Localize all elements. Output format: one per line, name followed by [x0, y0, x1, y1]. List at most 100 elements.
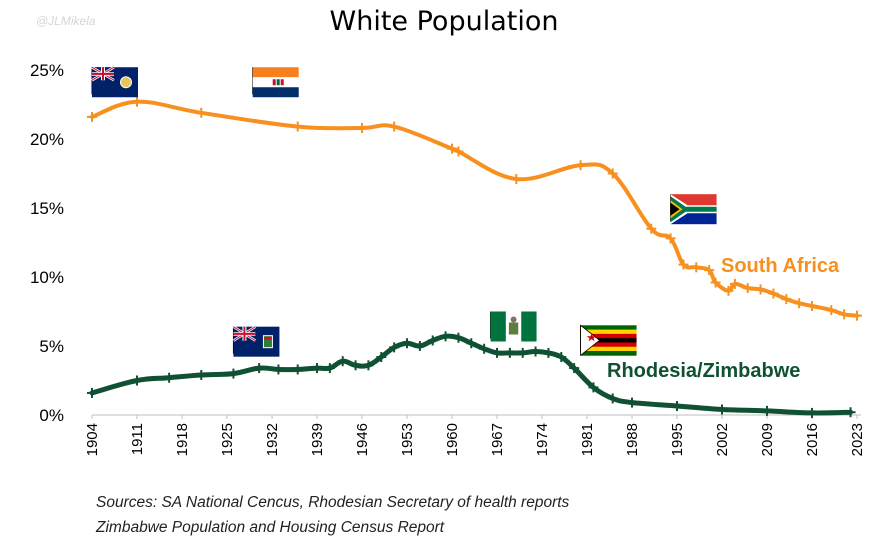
y-tick-label: 5% — [39, 337, 64, 356]
data-point — [132, 96, 142, 107]
x-tick-label: 1911 — [129, 423, 146, 455]
y-tick-label: 20% — [30, 130, 64, 149]
y-tick-label: 15% — [30, 199, 64, 218]
x-tick-label: 1967 — [489, 423, 506, 456]
source-line-2: Zimbabwe Population and Housing Census R… — [96, 519, 445, 536]
source-line-1: Sources: SA National Cencus, Rhodesian S… — [96, 494, 570, 511]
x-tick-label: 1932 — [264, 423, 281, 456]
data-point — [363, 360, 374, 371]
data-point — [678, 259, 689, 270]
data-point — [807, 300, 817, 311]
data-point — [556, 352, 567, 363]
data-point — [447, 143, 457, 154]
data-point — [826, 305, 837, 316]
data-point — [807, 407, 817, 418]
y-tick-label: 10% — [30, 268, 64, 287]
x-tick-label: 1925 — [219, 423, 236, 456]
x-tick-label: 1988 — [624, 423, 641, 456]
data-point — [466, 338, 477, 349]
data-point — [794, 298, 805, 309]
data-point — [530, 346, 541, 357]
data-point — [665, 233, 676, 244]
x-tick-label: 1946 — [354, 423, 371, 456]
data-point — [852, 310, 862, 321]
data-point — [196, 107, 207, 118]
data-point — [196, 369, 207, 380]
data-point — [453, 146, 464, 157]
data-point — [492, 347, 502, 358]
x-tick-label: 1939 — [309, 423, 326, 456]
data-point — [479, 343, 490, 354]
zimbabwe-flag — [580, 324, 637, 357]
x-tick-label: 1960 — [444, 423, 461, 456]
data-point — [504, 347, 515, 358]
y-tick-label: 25% — [30, 61, 64, 80]
data-point — [453, 332, 464, 343]
data-point — [845, 407, 856, 418]
flags-layer — [91, 66, 717, 357]
data-point — [717, 404, 727, 415]
data-point — [337, 356, 348, 367]
data-point — [414, 341, 425, 351]
x-tick-label: 1904 — [84, 423, 101, 456]
data-point — [762, 405, 772, 416]
data-point — [376, 352, 387, 363]
data-point — [357, 122, 367, 133]
data-point — [87, 387, 97, 398]
x-tick-label: 1918 — [174, 423, 191, 456]
data-point — [228, 368, 239, 379]
data-point — [427, 335, 438, 346]
series-layer — [87, 96, 862, 418]
rhodesia-flag — [490, 311, 537, 342]
data-point — [324, 363, 335, 374]
data-point — [389, 342, 400, 353]
data-point — [710, 277, 721, 288]
data-point — [273, 364, 284, 375]
data-point — [781, 294, 792, 305]
data-point — [627, 397, 637, 408]
x-tick-label: 2023 — [849, 423, 866, 456]
x-tick-label: 2009 — [759, 423, 776, 456]
series-south-africa — [87, 96, 862, 321]
series-label-south-africa: South Africa — [721, 255, 840, 277]
watermark: @JLMikela — [36, 14, 96, 28]
data-point — [755, 284, 766, 295]
series-line-south-africa — [90, 99, 859, 318]
data-point — [517, 347, 528, 358]
data-point — [543, 347, 554, 358]
data-point — [389, 121, 400, 132]
southern-rhodesia-flag — [232, 325, 280, 357]
x-tick-label: 1953 — [399, 423, 416, 456]
data-point — [672, 401, 682, 412]
data-point — [569, 363, 580, 374]
data-point — [350, 360, 361, 371]
x-tick-label: 2016 — [804, 423, 821, 456]
union-of-south-africa-flag — [252, 67, 299, 98]
x-tick-label: 1981 — [579, 423, 596, 456]
x-tick-label: 1995 — [669, 423, 686, 456]
data-point — [575, 160, 586, 171]
y-tick-label: 0% — [39, 406, 64, 425]
data-point — [839, 309, 850, 320]
data-point — [87, 111, 97, 122]
data-point — [292, 364, 303, 375]
south-africa-flag — [670, 194, 717, 225]
data-point — [132, 375, 142, 386]
series-label-rhodesia-zimbabwe: Rhodesia/Zimbabwe — [607, 360, 800, 382]
chart-title: White Population — [329, 6, 559, 37]
data-point — [312, 363, 322, 374]
data-point — [588, 382, 599, 393]
data-point — [646, 223, 657, 234]
data-point — [292, 121, 303, 132]
data-point — [742, 283, 753, 294]
data-point — [402, 338, 412, 349]
data-point — [254, 363, 265, 374]
cape-colony-flag — [91, 66, 138, 98]
data-point — [511, 174, 522, 185]
data-point — [723, 285, 734, 296]
data-point — [440, 331, 451, 342]
data-point — [691, 262, 702, 273]
x-tick-label: 1974 — [534, 423, 551, 456]
data-point — [607, 393, 618, 404]
